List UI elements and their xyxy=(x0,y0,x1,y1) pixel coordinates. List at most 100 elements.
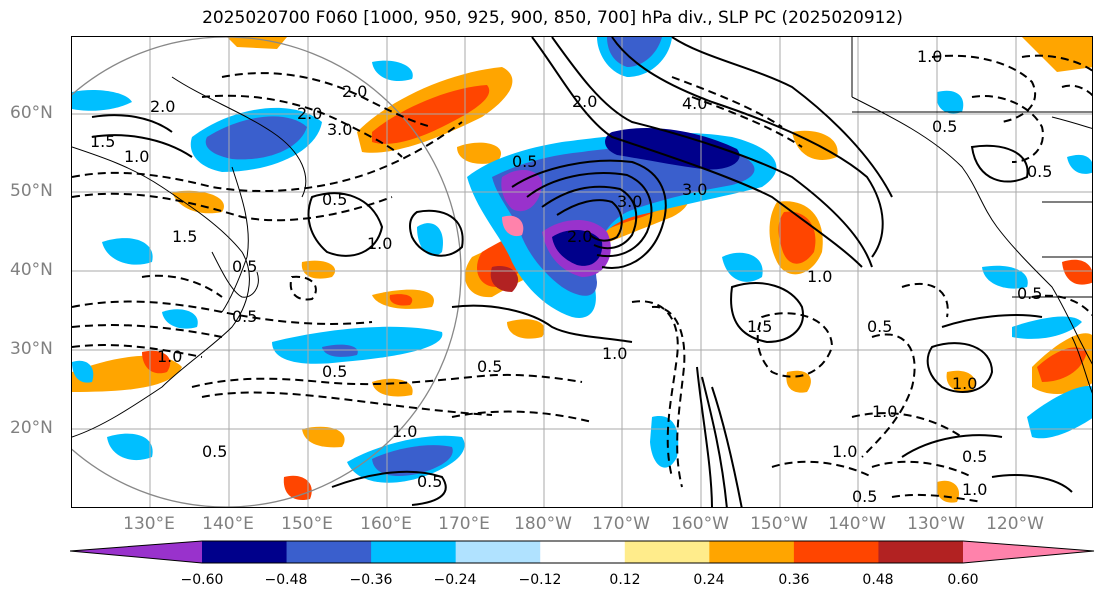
negative-divergence-area xyxy=(1067,154,1092,174)
colorbar-segment xyxy=(455,541,541,563)
contour-label: 0.5 xyxy=(512,152,537,171)
negative-divergence-area xyxy=(650,416,679,468)
colorbar-tick-label: −0.12 xyxy=(518,572,562,588)
colorbar-segment xyxy=(793,541,879,563)
contour-label: 1.0 xyxy=(367,234,392,253)
negative-divergence-area xyxy=(552,230,603,266)
lon-label-180w: 180°W xyxy=(514,514,572,534)
negative-divergence-area xyxy=(1027,386,1092,439)
contour-label: 1.5 xyxy=(747,317,772,336)
positive-divergence-area xyxy=(1022,37,1092,72)
contour-label: 0.5 xyxy=(417,472,442,491)
negative-divergence-area xyxy=(936,90,964,114)
colorbar-tick-label: 0.48 xyxy=(862,572,894,588)
contour-label: 0.5 xyxy=(962,447,987,466)
positive-divergence-area xyxy=(946,370,976,393)
positive-divergence-area xyxy=(142,350,171,374)
contour-label: 1.0 xyxy=(807,267,832,286)
positive-divergence-area xyxy=(172,190,224,214)
map-panel: 1.5 1.0 2.0 3.0 0.5 1.0 1.5 2.0 0.5 0.5 … xyxy=(71,36,1093,508)
colorbar-outline xyxy=(70,540,1095,564)
contour-label: 2.0 xyxy=(567,227,592,246)
positive-divergence-area xyxy=(302,426,345,448)
negative-divergence-area xyxy=(607,37,662,67)
lon-label-170e: 170°E xyxy=(438,514,490,534)
lon-label-150e: 150°E xyxy=(281,514,333,534)
contour-label: 1.0 xyxy=(832,442,857,461)
contour-label: 1.0 xyxy=(917,47,942,66)
lon-label-170w: 170°W xyxy=(592,514,650,534)
negative-divergence-area xyxy=(722,252,763,282)
lat-label-40n: 40°N xyxy=(10,260,53,280)
contour-label: 1.5 xyxy=(90,132,115,151)
contour-label: 1.0 xyxy=(962,480,987,499)
contour-label: 1.0 xyxy=(952,374,977,393)
contour-label: 0.5 xyxy=(232,257,257,276)
colorbar-segment xyxy=(371,541,457,563)
lat-label-50n: 50°N xyxy=(10,181,53,201)
contour-label: 4.0 xyxy=(682,94,707,113)
colorbar-segments xyxy=(70,540,1095,564)
lon-label-140e: 140°E xyxy=(202,514,254,534)
contour-label: 0.5 xyxy=(322,190,347,209)
negative-divergence-area xyxy=(162,309,198,329)
contour-label: 0.5 xyxy=(1017,284,1042,303)
lon-label-160e: 160°E xyxy=(360,514,412,534)
colorbar-segment xyxy=(70,541,202,563)
lon-label-120w: 120°W xyxy=(986,514,1044,534)
colorbar-tick-label: 0.60 xyxy=(947,572,979,588)
contour-label: 0.5 xyxy=(477,357,502,376)
contour-labels: 1.5 1.0 2.0 3.0 0.5 1.0 1.5 2.0 0.5 0.5 … xyxy=(90,47,1052,506)
negative-divergence-area xyxy=(72,90,132,111)
colorbar-segment xyxy=(709,541,795,563)
negative-divergence-area xyxy=(272,326,443,364)
negative-divergence-area xyxy=(1012,316,1082,339)
contour-label: 0.5 xyxy=(852,487,877,506)
negative-divergence-area xyxy=(102,238,153,265)
positive-divergence-area xyxy=(786,370,811,393)
contour-label: 2.0 xyxy=(150,97,175,116)
range-circle xyxy=(72,37,462,507)
slp-positive-contours xyxy=(91,37,1073,507)
positive-divergence-area xyxy=(1037,347,1087,382)
colorbar-segment xyxy=(540,541,626,563)
lat-label-60n: 60°N xyxy=(10,103,53,123)
colorbar-tick-label: 0.12 xyxy=(609,572,641,588)
positive-divergence-area xyxy=(389,294,413,306)
lat-label-20n: 20°N xyxy=(10,418,53,438)
lon-label-140w: 140°W xyxy=(828,514,886,534)
negative-divergence-area xyxy=(372,445,453,477)
contour-label: 1.0 xyxy=(157,347,182,366)
contour-label: 0.5 xyxy=(932,117,957,136)
negative-divergence-area xyxy=(605,128,740,170)
negative-divergence-area xyxy=(372,60,413,82)
contour-label: 0.5 xyxy=(1027,162,1052,181)
colorbar-segment xyxy=(963,541,1094,563)
contour-label: 0.5 xyxy=(202,442,227,461)
colorbar-tick-label: −0.48 xyxy=(264,572,308,588)
lat-label-30n: 30°N xyxy=(10,339,53,359)
lon-label-130w: 130°W xyxy=(907,514,965,534)
contour-label: 1.0 xyxy=(124,147,149,166)
contour-label: 0.5 xyxy=(322,362,347,381)
colorbar xyxy=(70,540,1095,564)
map-canvas: 1.5 1.0 2.0 3.0 0.5 1.0 1.5 2.0 0.5 0.5 … xyxy=(72,37,1092,507)
colorbar-segment xyxy=(624,541,710,563)
contour-label: 0.5 xyxy=(232,307,257,326)
slp-negative-contours xyxy=(72,54,1092,503)
lon-label-160w: 160°W xyxy=(671,514,729,534)
positive-divergence-area xyxy=(457,142,502,164)
positive-divergence-area xyxy=(490,266,519,292)
negative-divergence-area xyxy=(322,344,358,357)
positive-divergence-area xyxy=(227,37,287,49)
contour-label: 2.0 xyxy=(572,92,597,111)
positive-divergence-area xyxy=(778,211,816,264)
positive-divergence-area xyxy=(301,260,336,279)
contour-label: 3.0 xyxy=(682,180,707,199)
positive-divergence-area xyxy=(372,378,413,397)
contour-label: 3.0 xyxy=(617,192,642,211)
negative-divergence-area xyxy=(205,116,307,160)
colorbar-tick-label: 0.36 xyxy=(778,572,810,588)
colorbar-segment xyxy=(202,541,288,563)
negative-divergence-area xyxy=(72,360,94,383)
